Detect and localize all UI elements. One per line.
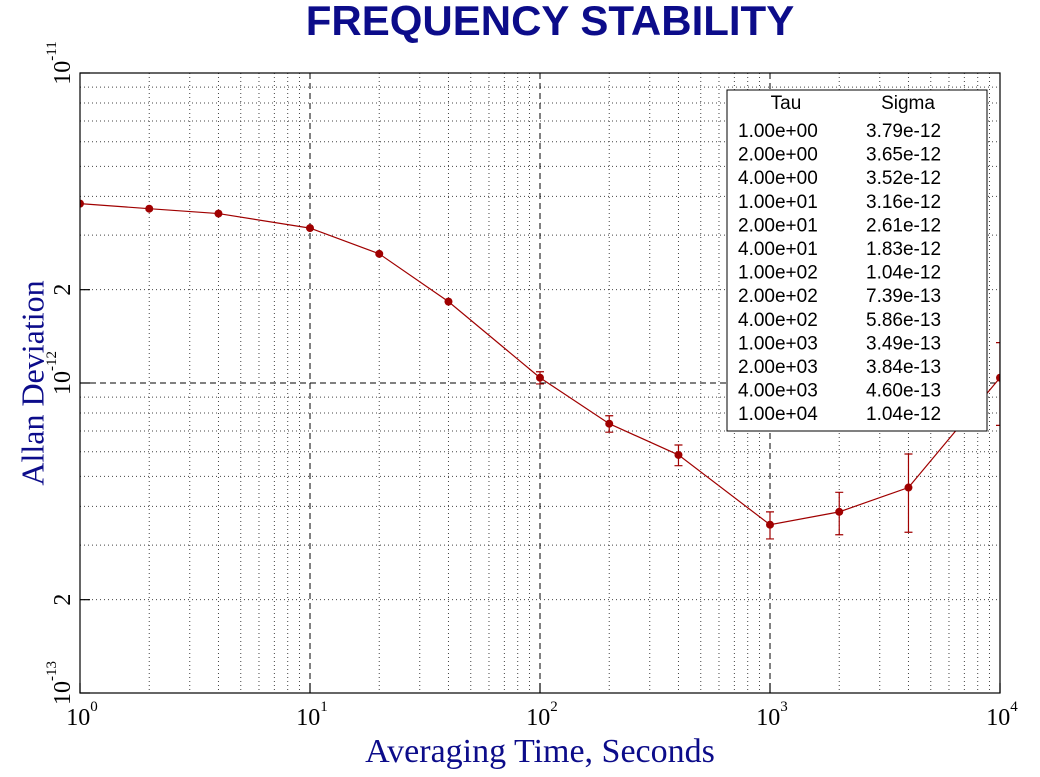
legend-sigma: 2.61e-12 bbox=[866, 215, 941, 236]
legend: Tau Sigma 1.00e+00 3.79e-12 2.00e+00 3.65e-12… bbox=[726, 89, 988, 432]
legend-sigma: 1.04e-12 bbox=[866, 404, 941, 425]
data-point bbox=[214, 209, 223, 218]
data-point bbox=[80, 199, 84, 208]
tick-label: 2 bbox=[50, 594, 76, 606]
tick-power: 2 bbox=[550, 699, 558, 715]
tick-label: 10-11 bbox=[44, 41, 75, 84]
data-point bbox=[306, 224, 314, 233]
tick-base: 2 bbox=[50, 284, 76, 296]
legend-tau: 4.00e+02 bbox=[738, 310, 818, 331]
data-point bbox=[536, 373, 544, 382]
tick-base: 10 bbox=[296, 705, 320, 731]
legend-tau: 1.00e+03 bbox=[738, 333, 818, 354]
chart-title: FREQUENCY STABILITY bbox=[306, 0, 794, 44]
tick-power: 3 bbox=[780, 699, 788, 715]
legend-tau: 2.00e+01 bbox=[738, 215, 818, 236]
tick-base: 10 bbox=[50, 371, 76, 395]
tick-base: 10 bbox=[50, 61, 76, 85]
data-point bbox=[904, 483, 913, 492]
tick-label: 100 bbox=[66, 699, 98, 730]
tick-power: 1 bbox=[320, 699, 328, 715]
data-point bbox=[835, 507, 844, 516]
data-point bbox=[766, 520, 774, 529]
plot-area bbox=[80, 199, 1000, 540]
tick-power: 4 bbox=[1010, 699, 1018, 715]
tick-power: 0 bbox=[90, 699, 98, 715]
legend-tau: 2.00e+02 bbox=[738, 286, 818, 307]
legend-tau: 4.00e+00 bbox=[738, 168, 818, 189]
data-point bbox=[145, 204, 154, 213]
legend-header: Sigma bbox=[881, 93, 935, 114]
legend-sigma: 3.16e-12 bbox=[866, 192, 941, 213]
legend-box bbox=[726, 89, 988, 432]
legend-sigma: 3.79e-12 bbox=[866, 121, 941, 142]
tick-label: 103 bbox=[756, 699, 788, 730]
tick-label: 10-13 bbox=[44, 661, 75, 705]
tick-label: 2 bbox=[50, 284, 76, 296]
data-point bbox=[444, 297, 453, 306]
tick-power: -11 bbox=[44, 41, 60, 60]
legend-sigma: 1.04e-12 bbox=[866, 263, 941, 284]
legend-sigma: 3.84e-13 bbox=[866, 357, 941, 378]
tick-base: 10 bbox=[66, 705, 90, 731]
error-bar bbox=[996, 341, 1000, 426]
error-bar bbox=[904, 453, 913, 533]
legend-sigma: 5.86e-13 bbox=[866, 310, 941, 331]
legend-sigma: 3.49e-13 bbox=[866, 333, 941, 354]
legend-tau: 2.00e+03 bbox=[738, 357, 818, 378]
tick-label: 10-12 bbox=[44, 351, 75, 395]
legend-sigma: 7.39e-13 bbox=[866, 286, 941, 307]
legend-sigma: 3.52e-12 bbox=[866, 168, 941, 189]
legend-tau: 1.00e+01 bbox=[738, 192, 818, 213]
y-axis-label: Allan Deviation bbox=[14, 280, 50, 485]
legend-sigma: 4.60e-13 bbox=[866, 381, 941, 402]
tick-label: 102 bbox=[526, 699, 558, 730]
data-point bbox=[375, 249, 384, 258]
tick-base: 10 bbox=[50, 681, 76, 705]
tick-power: -13 bbox=[44, 661, 60, 681]
data-point bbox=[605, 419, 614, 428]
legend-sigma: 1.83e-12 bbox=[866, 239, 941, 260]
tick-label: 104 bbox=[986, 699, 1018, 730]
legend-sigma: 3.65e-12 bbox=[866, 145, 941, 166]
legend-tau: 1.00e+02 bbox=[738, 263, 818, 284]
tick-label: 101 bbox=[296, 699, 328, 730]
tick-power: -12 bbox=[44, 351, 60, 371]
tick-base: 10 bbox=[986, 705, 1010, 731]
legend-header: Tau bbox=[771, 93, 802, 114]
legend-tau: 4.00e+03 bbox=[738, 381, 818, 402]
x-axis-label: Averaging Time, Seconds bbox=[365, 733, 715, 770]
tick-base: 10 bbox=[756, 705, 780, 731]
legend-tau: 1.00e+04 bbox=[738, 404, 818, 425]
legend-tau: 1.00e+00 bbox=[738, 121, 818, 142]
tick-base: 2 bbox=[50, 594, 76, 606]
data-point bbox=[674, 450, 683, 459]
legend-tau: 4.00e+01 bbox=[738, 239, 818, 260]
legend-tau: 2.00e+00 bbox=[738, 145, 818, 166]
data-point bbox=[996, 373, 1000, 382]
tick-base: 10 bbox=[526, 705, 550, 731]
